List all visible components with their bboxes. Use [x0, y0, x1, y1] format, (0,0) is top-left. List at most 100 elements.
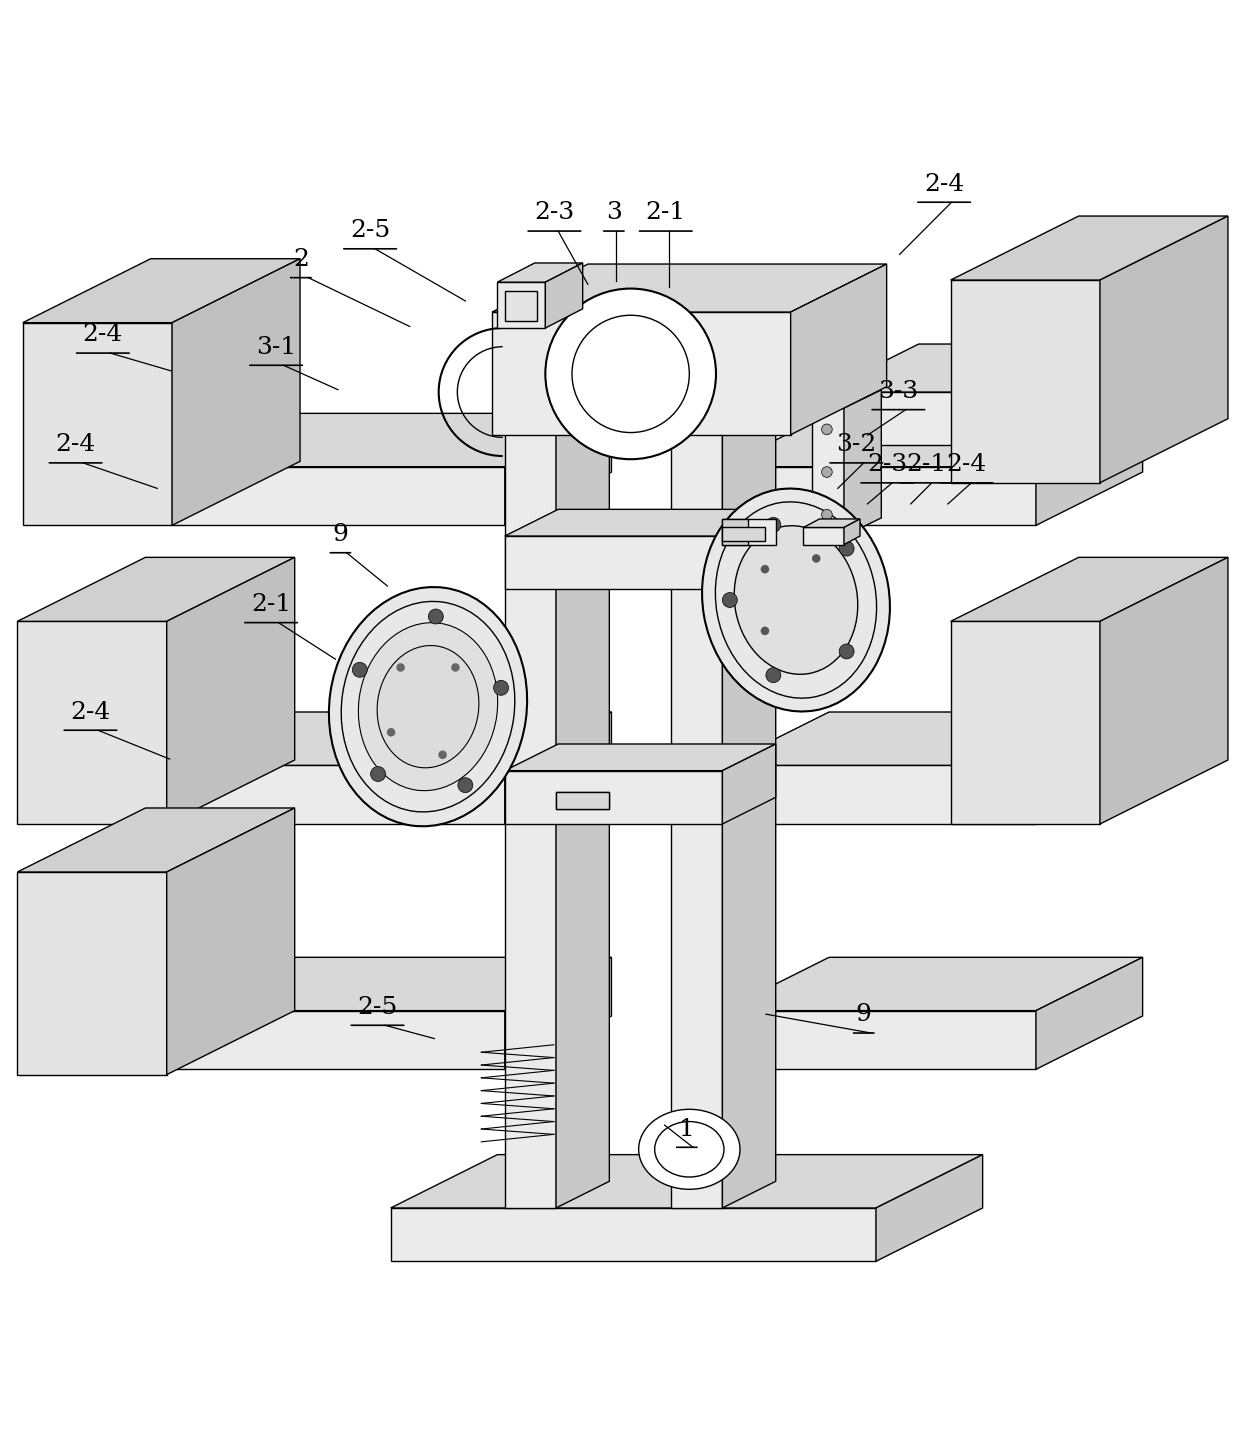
Polygon shape: [951, 215, 1228, 280]
Polygon shape: [951, 558, 1228, 622]
Polygon shape: [17, 808, 295, 872]
Polygon shape: [723, 518, 776, 545]
Polygon shape: [172, 259, 300, 526]
Polygon shape: [1035, 712, 1142, 824]
Circle shape: [760, 565, 769, 574]
Polygon shape: [172, 414, 611, 467]
Polygon shape: [1100, 215, 1228, 483]
Polygon shape: [172, 957, 611, 1010]
Polygon shape: [172, 766, 505, 824]
Ellipse shape: [655, 1121, 724, 1176]
Polygon shape: [723, 1010, 1035, 1069]
Circle shape: [494, 680, 508, 696]
Polygon shape: [822, 392, 961, 446]
Polygon shape: [505, 957, 611, 1069]
Polygon shape: [875, 1155, 982, 1261]
Polygon shape: [166, 558, 295, 824]
Circle shape: [766, 668, 781, 683]
Circle shape: [397, 662, 405, 671]
Polygon shape: [505, 510, 776, 536]
Polygon shape: [723, 744, 776, 824]
Polygon shape: [723, 467, 1035, 526]
Polygon shape: [497, 282, 546, 328]
Circle shape: [822, 510, 832, 520]
Polygon shape: [1100, 558, 1228, 824]
Polygon shape: [812, 390, 882, 408]
Polygon shape: [822, 344, 1058, 392]
Text: 9: 9: [856, 1003, 872, 1026]
Ellipse shape: [702, 489, 890, 712]
Polygon shape: [22, 323, 172, 526]
Polygon shape: [723, 510, 776, 590]
Text: 2-5: 2-5: [350, 220, 391, 242]
Circle shape: [822, 424, 832, 435]
Circle shape: [839, 644, 854, 660]
Text: 3: 3: [606, 201, 621, 224]
Circle shape: [458, 778, 472, 792]
Circle shape: [428, 609, 443, 625]
Polygon shape: [505, 414, 611, 526]
Circle shape: [451, 662, 460, 671]
Circle shape: [760, 626, 769, 635]
Polygon shape: [172, 712, 611, 766]
Polygon shape: [505, 712, 611, 824]
Polygon shape: [391, 1208, 875, 1261]
Polygon shape: [791, 264, 887, 435]
Ellipse shape: [734, 526, 858, 674]
Polygon shape: [172, 1010, 505, 1069]
Polygon shape: [166, 808, 295, 1075]
Ellipse shape: [329, 587, 527, 827]
Text: 2-3: 2-3: [534, 201, 574, 224]
Ellipse shape: [639, 1109, 740, 1190]
Text: 2-4: 2-4: [946, 453, 987, 476]
Text: 2-1: 2-1: [646, 201, 686, 224]
Ellipse shape: [358, 623, 497, 791]
Polygon shape: [723, 518, 748, 545]
Text: 1: 1: [680, 1118, 694, 1140]
Polygon shape: [556, 792, 609, 810]
Polygon shape: [1035, 414, 1142, 526]
Polygon shape: [812, 408, 844, 536]
Polygon shape: [22, 259, 300, 323]
Polygon shape: [546, 264, 583, 328]
Polygon shape: [172, 467, 505, 526]
Text: 9: 9: [332, 523, 348, 546]
Circle shape: [723, 593, 738, 607]
Circle shape: [766, 517, 781, 533]
Polygon shape: [17, 622, 166, 824]
Text: 2-1: 2-1: [906, 453, 947, 476]
Text: 2-4: 2-4: [924, 173, 965, 195]
Polygon shape: [492, 312, 791, 435]
Polygon shape: [951, 622, 1100, 824]
Circle shape: [387, 728, 396, 737]
Circle shape: [572, 316, 689, 432]
Ellipse shape: [341, 601, 515, 812]
Text: 2-4: 2-4: [56, 434, 95, 456]
Text: 2: 2: [293, 248, 309, 271]
Circle shape: [839, 542, 854, 556]
Polygon shape: [556, 792, 609, 810]
Polygon shape: [951, 280, 1100, 483]
Polygon shape: [723, 392, 776, 1208]
Polygon shape: [505, 419, 556, 1208]
Polygon shape: [505, 770, 723, 824]
Polygon shape: [723, 527, 765, 542]
Polygon shape: [723, 957, 1142, 1010]
Text: 3-3: 3-3: [878, 380, 919, 403]
Polygon shape: [505, 536, 723, 590]
Text: 3-1: 3-1: [255, 336, 296, 358]
Polygon shape: [391, 1155, 982, 1208]
Polygon shape: [723, 414, 1142, 467]
Text: 2-5: 2-5: [357, 996, 398, 1019]
Circle shape: [812, 555, 821, 562]
Text: 2-1: 2-1: [250, 593, 291, 616]
Polygon shape: [505, 291, 537, 320]
Text: 2-4: 2-4: [83, 323, 123, 347]
Text: 3-2: 3-2: [836, 434, 877, 456]
Text: 2-3: 2-3: [867, 453, 908, 476]
Polygon shape: [844, 390, 882, 536]
Polygon shape: [17, 872, 166, 1075]
Polygon shape: [961, 344, 1058, 446]
Circle shape: [371, 766, 386, 782]
Circle shape: [822, 467, 832, 478]
